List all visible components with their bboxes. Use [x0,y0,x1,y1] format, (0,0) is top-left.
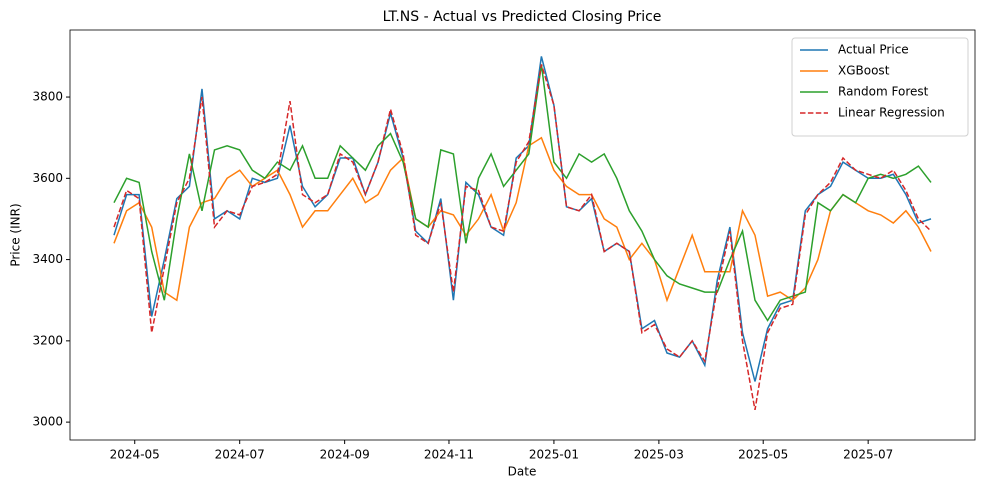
x-tick-label: 2025-03 [634,448,684,462]
series-line [113,64,932,411]
y-tick-label: 3000 [32,415,63,429]
y-tick-label: 3200 [32,333,63,347]
x-tick-label: 2025-07 [843,448,893,462]
legend-label: Actual Price [838,43,909,57]
legend-label: Linear Regression [838,106,945,120]
series-line [113,64,932,322]
x-tick-label: 2024-07 [215,448,265,462]
y-tick-label: 3600 [32,171,63,185]
x-tick-label: 2024-09 [320,448,370,462]
x-tick-label: 2024-11 [424,448,474,462]
legend-label: XGBoost [838,64,890,78]
x-tick-label: 2025-01 [529,448,579,462]
y-axis-label: Price (INR) [9,203,23,266]
y-tick-label: 3400 [32,252,63,266]
x-tick-label: 2025-05 [738,448,788,462]
legend-box [791,37,969,137]
legend-label: Random Forest [838,85,929,99]
x-axis-label: Date [508,465,537,479]
plot-frame [69,29,976,441]
chart-title: LT.NS - Actual vs Predicted Closing Pric… [383,9,662,25]
series-line [113,136,932,303]
y-tick-label: 3800 [32,90,63,104]
x-tick-label: 2024-05 [110,448,160,462]
